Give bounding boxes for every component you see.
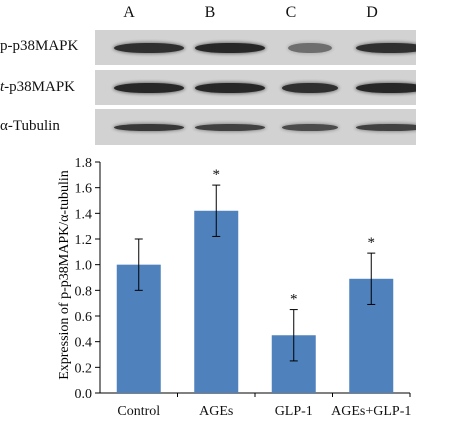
blot-band xyxy=(288,42,332,53)
blot-band xyxy=(114,123,184,131)
blot-row-label: p-p38MAPK xyxy=(0,38,92,55)
y-axis-label: Expression of p-p38MAPK/α-tubulin xyxy=(57,170,72,380)
lane-letter: D xyxy=(366,4,378,21)
blot-row-label-rest: -p38MAPK xyxy=(4,79,76,95)
y-tick-label: 1.8 xyxy=(75,156,93,171)
bar-chart: Expression of p-p38MAPK/α-tubulin 0.0 0.2… xyxy=(0,150,455,431)
blot-band xyxy=(282,82,338,93)
blot-band xyxy=(356,82,416,93)
blot-row-label: t-p38MAPK xyxy=(0,79,92,96)
bar-chart-svg: Expression of p-p38MAPK/α-tubulin 0.0 0.2… xyxy=(57,156,411,419)
y-tick-label: 0.8 xyxy=(75,284,93,299)
x-tick-label: GLP-1 xyxy=(275,404,313,419)
y-tick-label: 1.4 xyxy=(75,207,93,222)
lane-letter: B xyxy=(204,4,216,21)
x-tick-label: Control xyxy=(117,404,160,419)
y-tick-label: 1.6 xyxy=(75,182,93,197)
blot-row-label-prefix: t xyxy=(0,79,5,95)
y-tick-label: 0.2 xyxy=(75,361,93,376)
blot-band xyxy=(195,82,265,93)
blot-row-label-prefix: p xyxy=(0,38,8,54)
x-tick-label: AGEs xyxy=(199,404,233,419)
blot-band xyxy=(114,82,184,93)
lane-letter: A xyxy=(123,4,135,21)
blot-panel-t-p38mapk xyxy=(95,70,416,105)
lane-letter: C xyxy=(285,4,297,21)
x-tick-label: AGEs+GLP-1 xyxy=(331,404,411,419)
y-tick-label: 1.2 xyxy=(75,233,93,248)
significance-marker: * xyxy=(213,167,221,183)
y-tick-label: 0.6 xyxy=(75,310,93,325)
blot-band xyxy=(114,42,184,53)
blot-band xyxy=(282,123,338,131)
y-tick-label: 0.4 xyxy=(75,336,93,351)
blot-row-label-prefix: α xyxy=(0,118,8,134)
significance-marker: * xyxy=(368,235,376,251)
blot-band xyxy=(356,123,416,131)
bar xyxy=(194,210,239,393)
blot-panel-tubulin xyxy=(95,109,416,145)
blot-row-label-rest: -p38MAPK xyxy=(7,38,79,54)
significance-marker: * xyxy=(290,292,298,308)
y-tick-label: 1.0 xyxy=(75,259,93,274)
blot-band xyxy=(356,42,416,53)
blot-band xyxy=(195,42,265,53)
blot-band xyxy=(195,123,265,131)
blot-panel-p-p38mapk xyxy=(95,30,416,65)
blot-row-label-rest: -Tubulin xyxy=(7,118,60,134)
blot-row-label: α-Tubulin xyxy=(0,118,92,135)
y-tick-label: 0.0 xyxy=(75,387,93,402)
